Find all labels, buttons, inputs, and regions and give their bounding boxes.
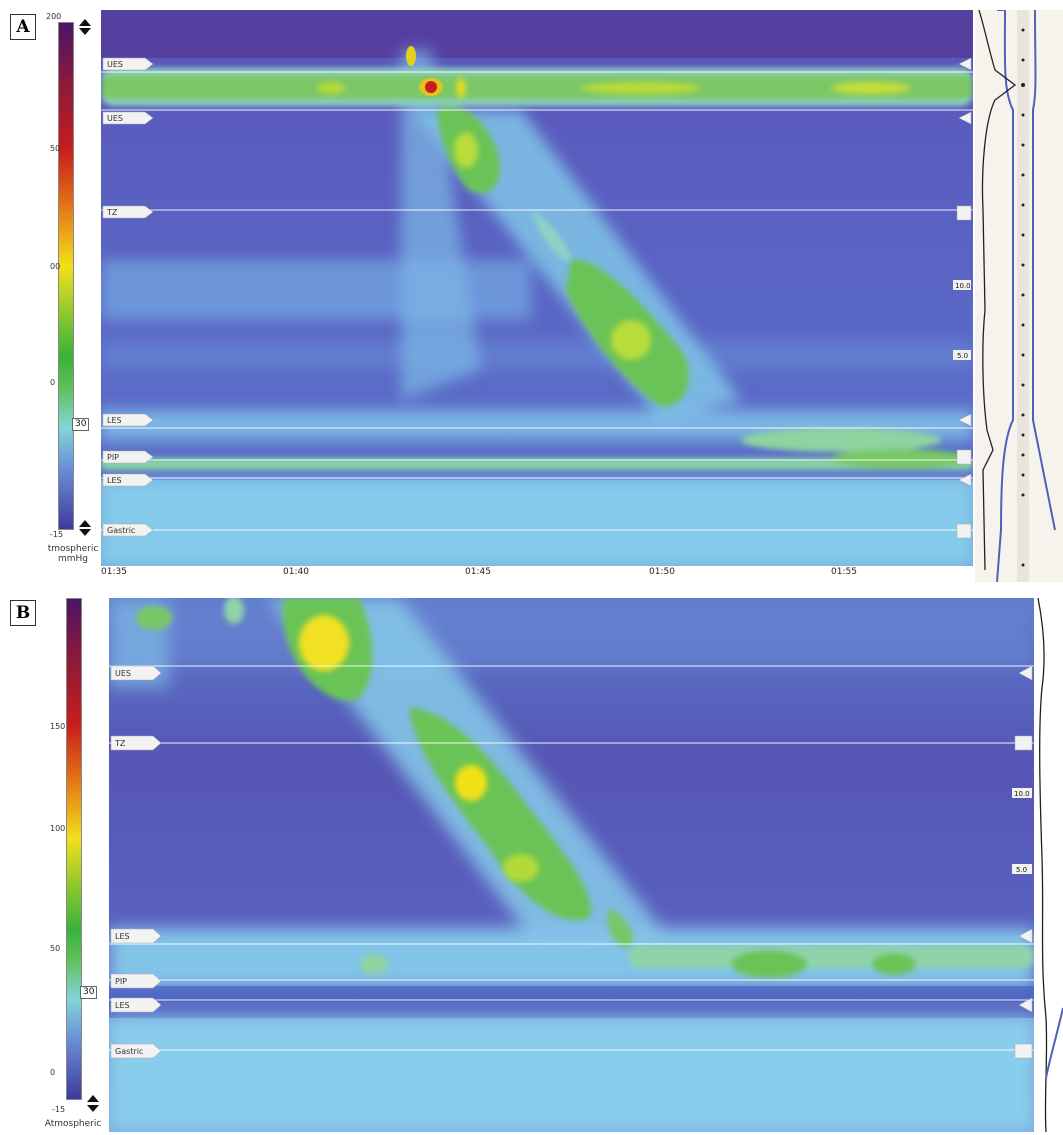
landmark-label: PIP xyxy=(115,977,127,986)
landmark-label: UES xyxy=(115,669,131,678)
scale-up-arrow-icon[interactable] xyxy=(79,520,91,527)
pressure-topography-plot-a: UES UES TZ LES PIP LES Gastric 10.0 5.0 xyxy=(101,10,973,566)
landmark-label: Gastric xyxy=(115,1047,143,1056)
scale-bottom-value: -15 xyxy=(50,530,64,539)
color-scale-bar xyxy=(66,598,82,1100)
scale-top-value: 200 xyxy=(46,12,62,21)
panel-label-b: B xyxy=(10,600,36,626)
landmark-label: LES xyxy=(115,1001,130,1010)
scale-tick: 150 xyxy=(50,722,66,731)
scale-bottom-value: -15 xyxy=(52,1105,66,1114)
landmark-label: UES xyxy=(107,114,123,123)
color-scale-bar xyxy=(58,22,74,530)
scale-tick: 0 xyxy=(50,1068,56,1077)
scale-tick: 00 xyxy=(50,262,61,271)
pressure-topography-plot-b: UES TZ LES PIP LES Gastric 10.0 5.0 xyxy=(109,598,1034,1132)
scale-down-arrow-icon[interactable] xyxy=(87,1105,99,1112)
x-axis: 01:35 01:40 01:45 01:50 01:55 xyxy=(101,566,973,582)
isobar-marker[interactable]: 30 xyxy=(80,986,98,999)
x-tick: 01:40 xyxy=(283,567,309,577)
scale-down-arrow-icon[interactable] xyxy=(79,529,91,536)
landmark-label: TZ xyxy=(114,739,126,748)
landmark-label: TZ xyxy=(106,208,118,217)
landmark-label: Gastric xyxy=(107,526,135,535)
scale-unit: tmospheric mmHg xyxy=(47,544,99,564)
landmark-label: LES xyxy=(107,476,122,485)
distance-label: 5.0 xyxy=(957,352,968,360)
scale-tick: 0 xyxy=(50,378,56,387)
landmark-label: LES xyxy=(115,932,130,941)
scale-tick: 100 xyxy=(50,824,66,833)
sensor-profile-b xyxy=(1034,598,1063,1132)
scale-tick: 50 xyxy=(50,144,61,153)
scale-up-arrow-icon[interactable] xyxy=(79,19,91,26)
scale-tick: 50 xyxy=(50,944,61,953)
landmark-label: LES xyxy=(107,416,122,425)
x-tick: 01:35 xyxy=(101,567,127,577)
panel-label-a: A xyxy=(10,14,36,40)
distance-label: 10.0 xyxy=(1014,790,1030,798)
distance-label: 10.0 xyxy=(955,282,971,290)
x-tick: 01:50 xyxy=(649,567,675,577)
scale-unit: Atmospheric xyxy=(44,1119,102,1129)
landmark-label: PIP xyxy=(107,453,119,462)
landmark-label: UES xyxy=(107,60,123,69)
x-tick: 01:45 xyxy=(465,567,491,577)
scale-up-arrow-icon[interactable] xyxy=(87,1095,99,1102)
isobar-marker[interactable]: 30 xyxy=(72,418,90,431)
sensor-profile-a xyxy=(975,10,1063,582)
x-tick: 01:55 xyxy=(831,567,857,577)
distance-label: 5.0 xyxy=(1016,866,1027,874)
scale-down-arrow-icon[interactable] xyxy=(79,28,91,35)
